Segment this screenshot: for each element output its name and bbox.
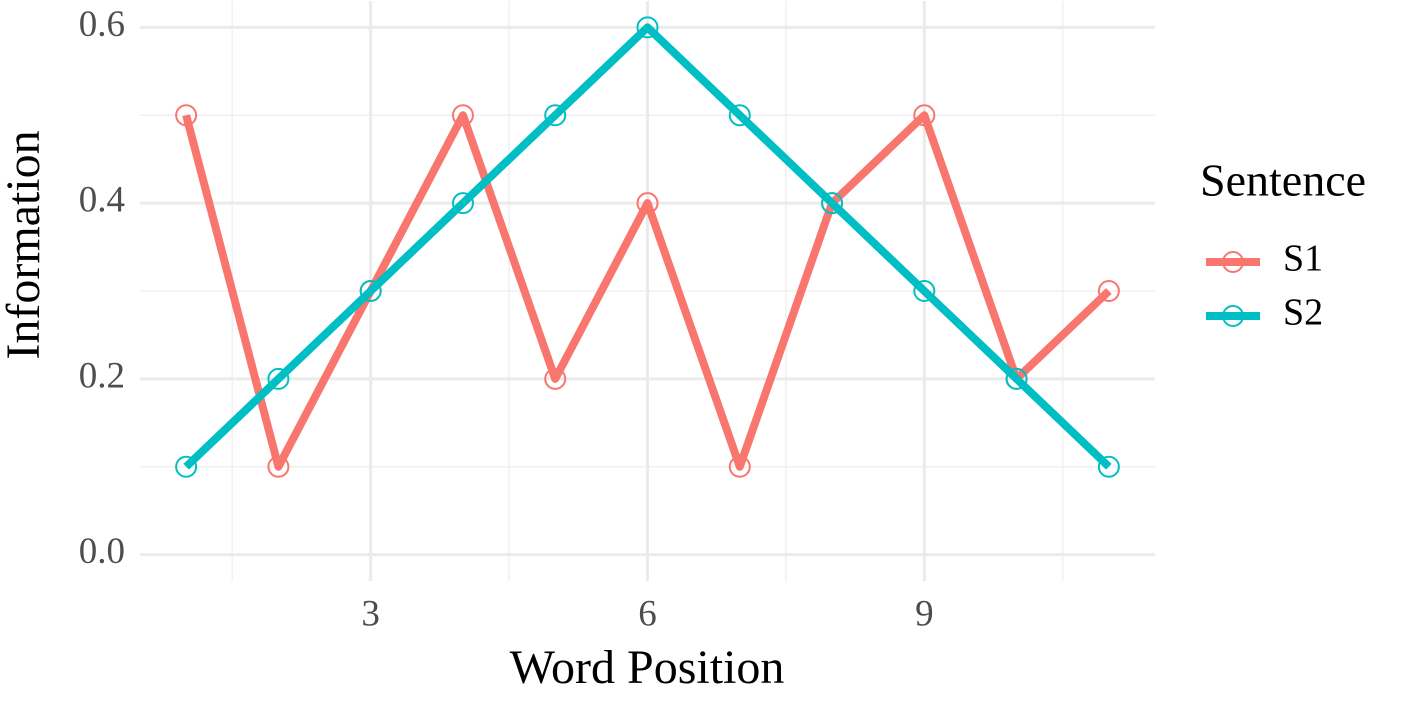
series-line — [182, 111, 1112, 471]
point — [267, 455, 290, 478]
legend-key-point — [1222, 305, 1244, 327]
point — [359, 280, 382, 302]
legend-key-point — [1222, 251, 1244, 273]
point — [636, 16, 659, 39]
y-tick-label: 0.4 — [79, 180, 125, 221]
x-tick-label: 6 — [638, 593, 657, 634]
point — [451, 192, 474, 215]
x-tick-label: 9 — [915, 593, 934, 634]
point — [544, 104, 567, 127]
point — [175, 104, 198, 127]
y-tick-label: 0.0 — [79, 531, 125, 572]
point — [267, 367, 290, 390]
x-axis-title: Word Position — [510, 641, 785, 694]
x-tick-label: 3 — [361, 593, 380, 634]
legend-label: S2 — [1283, 292, 1323, 334]
y-tick-label: 0.6 — [79, 4, 125, 45]
y-axis-title: Information — [0, 130, 50, 359]
legend-label: S1 — [1283, 238, 1323, 280]
point — [1097, 280, 1120, 302]
y-tick-label: 0.2 — [79, 355, 125, 396]
point — [175, 455, 198, 478]
point — [1097, 455, 1120, 478]
point — [544, 367, 567, 390]
legend-title: Sentence — [1200, 155, 1366, 206]
point — [821, 192, 844, 215]
point — [636, 192, 659, 215]
point — [728, 455, 751, 478]
point — [913, 104, 936, 127]
point — [451, 104, 474, 127]
point — [1005, 367, 1028, 390]
series-line — [183, 23, 1112, 470]
point — [728, 104, 751, 127]
point — [913, 280, 936, 302]
